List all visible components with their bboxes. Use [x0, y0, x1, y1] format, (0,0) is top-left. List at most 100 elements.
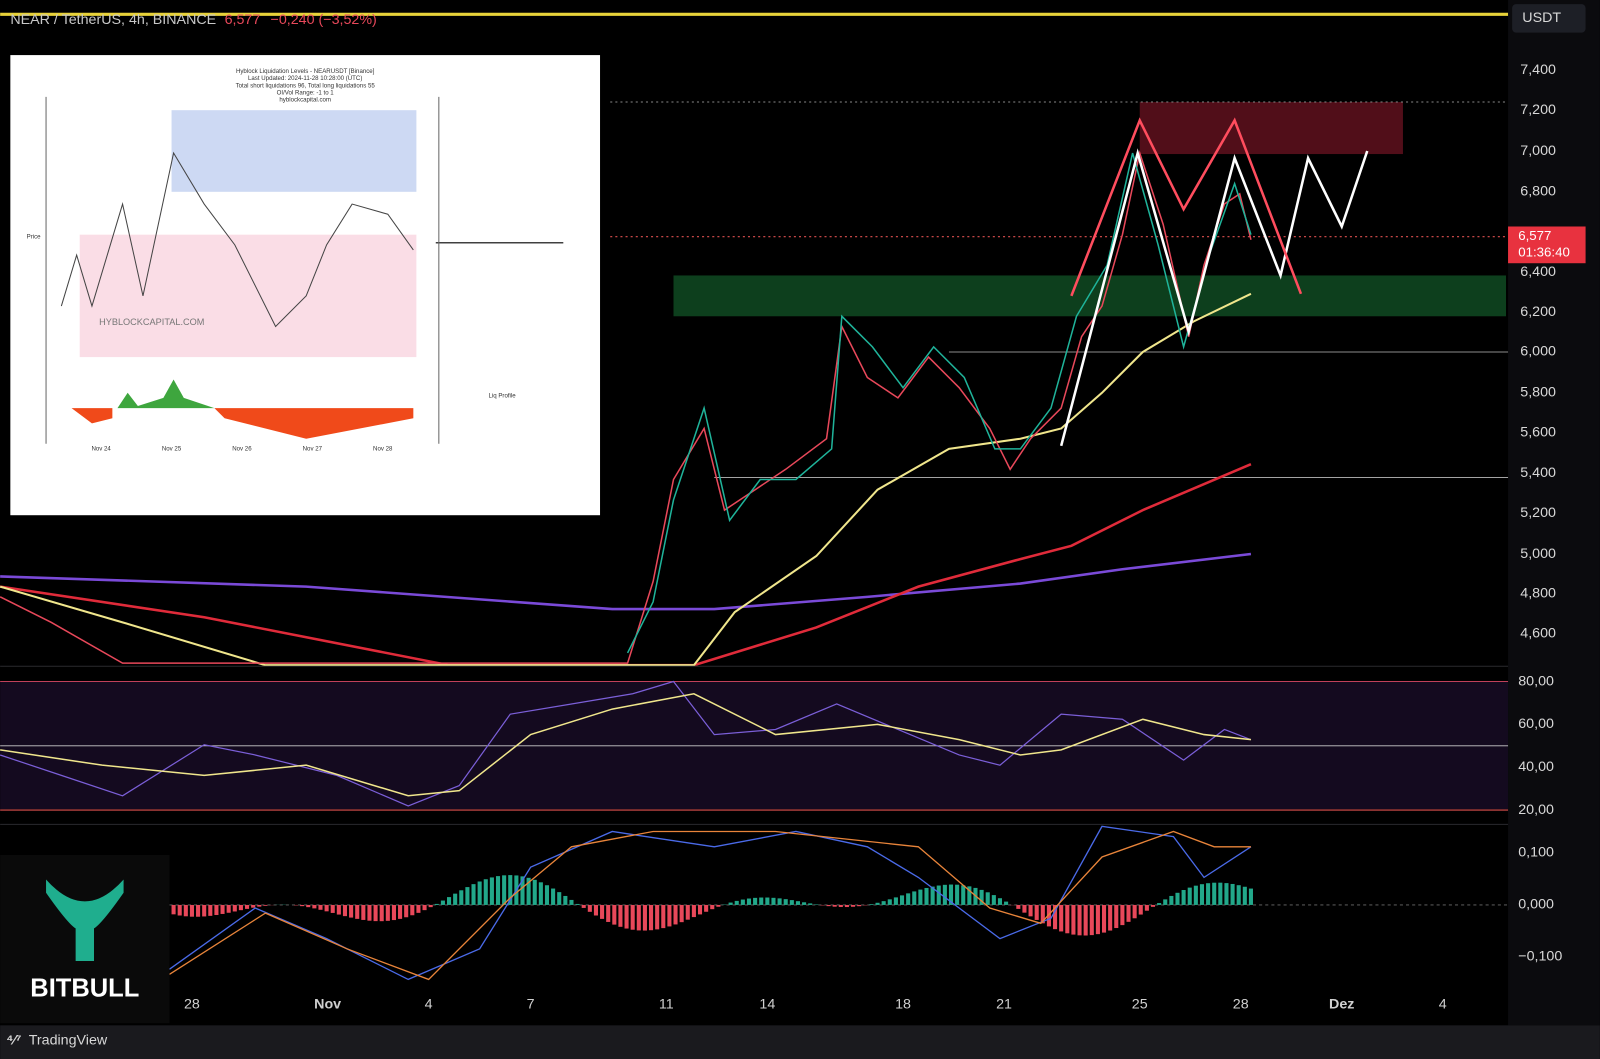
histogram-bar [679, 904, 684, 923]
histogram-bar [783, 899, 788, 905]
price-label: 7,400 [1520, 62, 1556, 78]
histogram-bar [398, 904, 403, 919]
histogram-bar [422, 904, 427, 911]
histogram-bar [440, 900, 445, 905]
currency: USDT [1522, 10, 1561, 26]
histogram-bar [538, 882, 543, 905]
time-label: 14 [759, 997, 775, 1013]
histogram-bar [716, 904, 721, 907]
time-label: Nov [314, 997, 341, 1013]
histogram-bar [336, 904, 341, 915]
histogram-bar [1175, 892, 1180, 905]
signal-line [169, 830, 1251, 981]
histogram-bar [912, 891, 917, 905]
histogram-bar [189, 904, 194, 917]
histogram-bar [967, 886, 972, 905]
histogram-bar [257, 904, 262, 907]
histogram-bar [312, 904, 317, 909]
ma-purple [0, 552, 1252, 611]
price-path [626, 152, 1252, 654]
histogram-bar [465, 887, 470, 905]
histogram-bar [832, 904, 837, 907]
inset-date: Nov 24 [91, 446, 111, 453]
price-label: 5,200 [1520, 505, 1556, 521]
histogram-bar [202, 904, 207, 917]
histogram-bar [649, 904, 654, 931]
histogram-bar [777, 898, 782, 905]
histogram-bar [1028, 904, 1033, 917]
histogram-bar [306, 904, 311, 908]
histogram-bar [1022, 904, 1027, 913]
histogram-bar [232, 904, 237, 912]
histogram-bar [1212, 882, 1217, 905]
price-badge [1508, 226, 1586, 264]
histogram-bar [887, 899, 892, 905]
price-axis-bg [1508, 0, 1600, 1026]
support-zone [673, 275, 1506, 317]
inset-long-levels [79, 234, 417, 358]
histogram-bar [948, 884, 954, 905]
histogram-bar [367, 904, 372, 921]
time-label: 28 [184, 997, 200, 1013]
histogram-bar [1095, 904, 1100, 935]
histogram-bar [997, 898, 1003, 905]
histogram-bar [979, 889, 984, 905]
histogram-bar [177, 904, 182, 916]
histogram-bar [661, 904, 666, 929]
histogram-bar [1004, 901, 1009, 905]
histogram-bar [300, 904, 305, 907]
inset-short-levels [171, 110, 417, 192]
inset-date: Nov 26 [232, 446, 252, 453]
histogram-bar [936, 885, 941, 905]
currency-box [1512, 4, 1586, 33]
histogram-bar [220, 904, 225, 914]
histogram-bar [526, 877, 531, 905]
histogram-bar [1089, 904, 1094, 936]
histogram-bar [471, 884, 476, 905]
time-label: 7 [527, 997, 535, 1013]
histogram-bar [838, 904, 843, 908]
histogram-bar [685, 904, 690, 920]
price-label: 5,800 [1520, 385, 1556, 401]
histogram-bar [1218, 882, 1223, 905]
inset-price [60, 151, 414, 328]
histogram-bar [1187, 887, 1192, 905]
current-price: 6,577 [1518, 228, 1551, 243]
projection-red [1070, 117, 1303, 297]
price-label: 6,200 [1520, 304, 1556, 320]
price-label: 7,200 [1520, 102, 1556, 118]
macd-histogram [171, 875, 1253, 936]
histogram-bar [330, 904, 335, 913]
inset-totals: Total short liquidations 96, Total long … [236, 82, 376, 89]
histogram-bar [318, 904, 323, 910]
histogram-bar [844, 904, 849, 908]
histogram-bar [1242, 886, 1247, 905]
histogram-bar [802, 902, 807, 905]
histogram-bar [1163, 899, 1168, 905]
rsi-band [0, 681, 1509, 812]
histogram-bar [196, 904, 201, 917]
histogram-bar [1144, 904, 1149, 911]
histogram-bar [410, 904, 415, 916]
histogram-bar [808, 903, 813, 905]
histogram-bar [667, 904, 672, 927]
histogram-bar [391, 904, 396, 921]
histogram-bar [208, 904, 213, 916]
histogram-bar [404, 904, 409, 918]
histogram-bar [1248, 888, 1253, 905]
price-label: 5,000 [1520, 546, 1556, 562]
histogram-bar [355, 904, 360, 919]
projection-white [1059, 148, 1369, 447]
rsi-label: 40,00 [1518, 759, 1554, 775]
histogram-bar [710, 904, 715, 910]
histogram-bar [704, 904, 709, 912]
histogram-bar [765, 897, 770, 905]
histogram-bar [551, 888, 556, 905]
histogram-bar [1181, 890, 1186, 905]
inset-date: Nov 25 [162, 446, 182, 453]
histogram-bar [263, 904, 268, 906]
histogram-bar [636, 904, 641, 931]
histogram-bar [924, 887, 929, 905]
inset-updated: Last Updated: 2024-11-28 10:28:00 (UTC) [248, 75, 362, 82]
histogram-bar [1206, 883, 1211, 905]
